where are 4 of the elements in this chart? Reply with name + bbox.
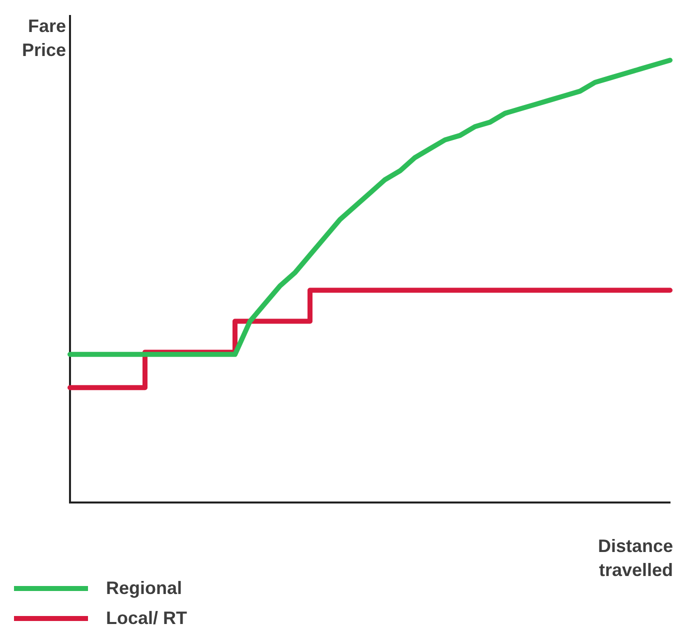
legend-label: Local/ RT	[106, 608, 188, 628]
legend-label: Regional	[106, 578, 182, 598]
x-axis-title: Distance travelled	[596, 535, 673, 582]
y-axis-title: Fare Price	[20, 15, 66, 62]
